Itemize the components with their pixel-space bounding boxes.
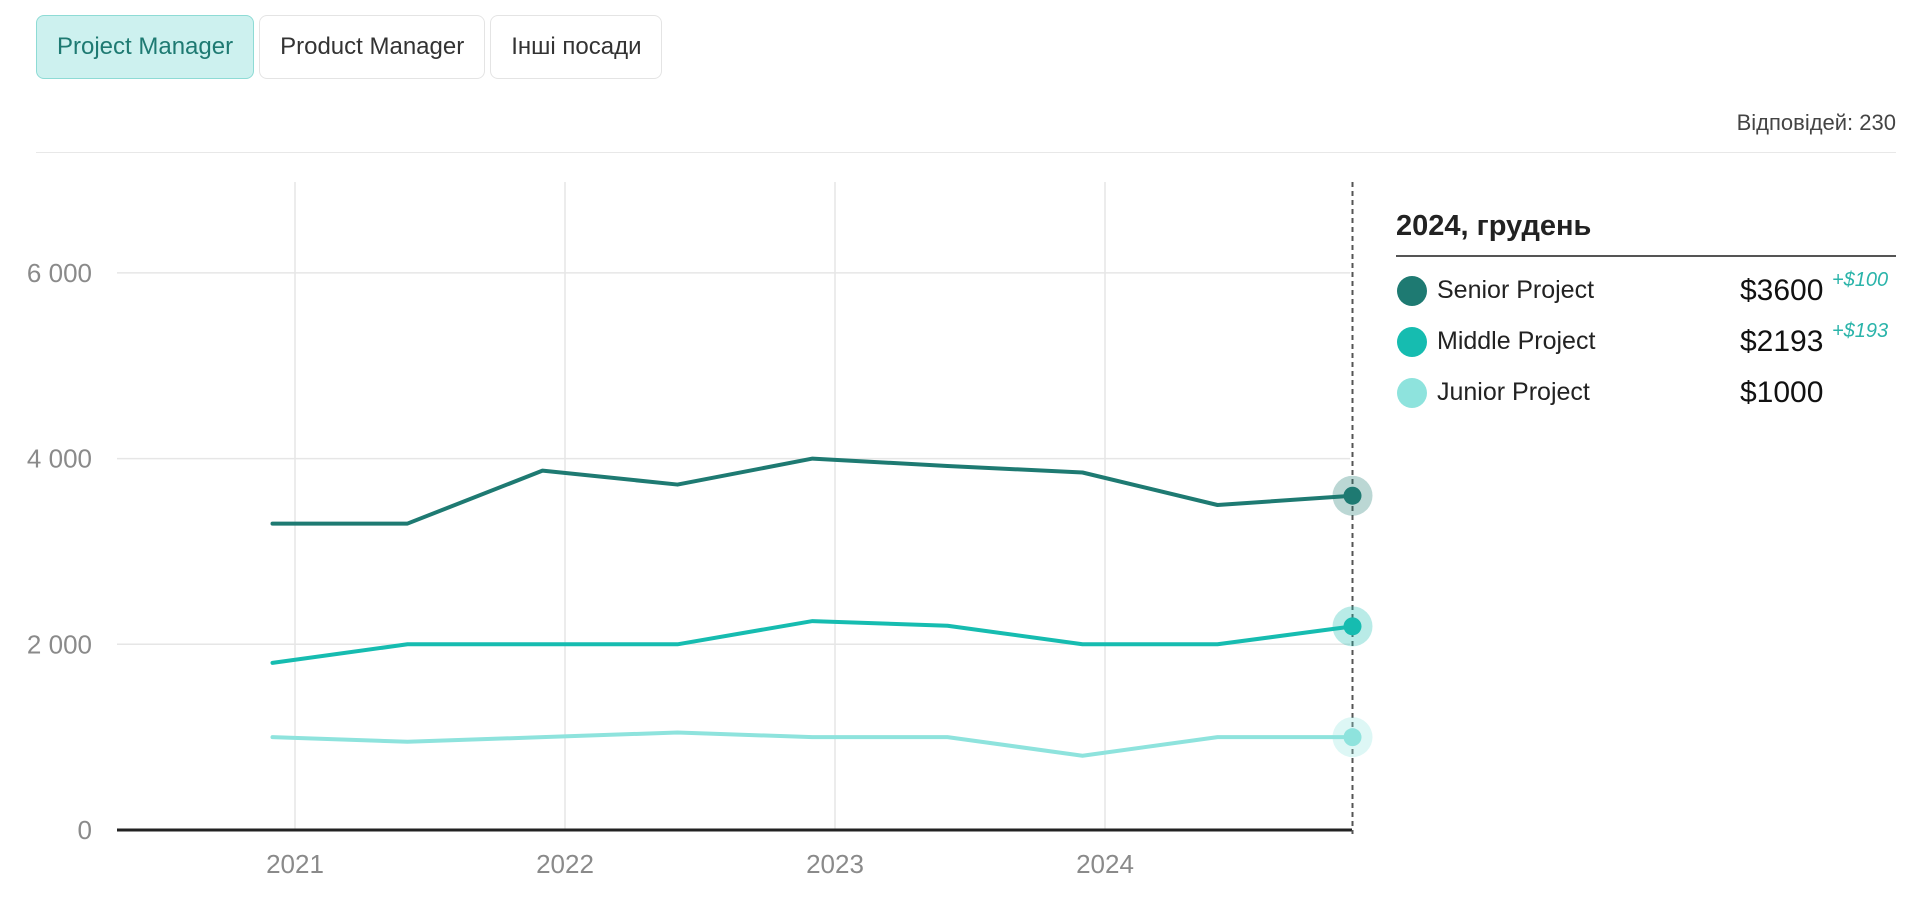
legend-label-middle: Middle Project <box>1437 327 1596 355</box>
legend-label-senior: Senior Project <box>1437 276 1595 304</box>
tab-other-positions[interactable]: Інші посади <box>490 15 663 79</box>
position-tabs: Project Manager Product Manager Інші пос… <box>36 15 663 79</box>
tooltip-panel: 2024, грудень Senior Project $3600 +$100… <box>1396 210 1896 418</box>
legend-label-junior: Junior Project <box>1437 378 1590 406</box>
legend-row-middle: Middle Project $2193 +$193 <box>1396 316 1896 367</box>
legend-delta-middle: +$193 <box>1832 320 1889 342</box>
series-line-middle-project <box>270 619 1355 665</box>
marker-point-middle-project <box>1343 617 1362 636</box>
tab-project-manager[interactable]: Project Manager <box>36 15 255 79</box>
tab-product-manager[interactable]: Product Manager <box>259 15 486 79</box>
legend-row-senior: Senior Project $3600 +$100 <box>1396 265 1896 316</box>
marker-point-junior-project <box>1343 728 1362 747</box>
salary-line-chart: 0 2 000 4 000 6 000 2021 2022 2023 2024 <box>27 182 1373 879</box>
legend-value-senior: $3600 <box>1740 273 1824 307</box>
x-tick-label-2024: 2024 <box>1076 849 1134 879</box>
marker-point-senior-project <box>1343 486 1362 505</box>
x-tick-label-2021: 2021 <box>266 849 324 879</box>
series-line-senior-project <box>270 456 1355 526</box>
y-tick-label-3: 6 000 <box>27 258 92 288</box>
tooltip-title: 2024, грудень <box>1396 210 1896 257</box>
legend-value-junior: $1000 <box>1740 375 1824 409</box>
x-tick-label-2023: 2023 <box>806 849 864 879</box>
legend-delta-senior: +$100 <box>1832 269 1889 291</box>
y-tick-label-1: 2 000 <box>27 629 92 659</box>
legend-value-middle: $2193 <box>1740 324 1824 358</box>
header-divider <box>36 152 1896 153</box>
responses-count: Відповідей: 230 <box>1736 110 1896 135</box>
x-tick-label-2022: 2022 <box>536 849 594 879</box>
y-tick-label-0: 0 <box>78 815 92 845</box>
legend-row-junior: Junior Project $1000 <box>1396 367 1896 418</box>
y-tick-label-2: 4 000 <box>27 444 92 474</box>
legend-dot-junior <box>1397 377 1427 408</box>
legend-dot-senior <box>1397 275 1427 306</box>
legend-dot-middle <box>1397 326 1427 357</box>
series-line-junior-project <box>270 730 1355 758</box>
